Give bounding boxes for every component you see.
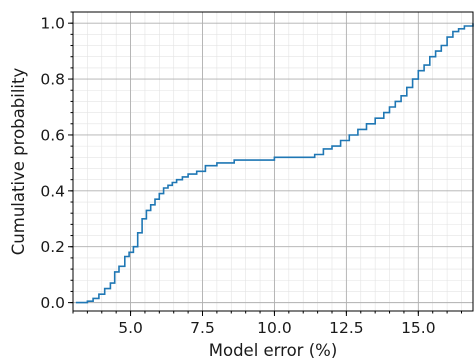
cdf-series-line: [75, 23, 474, 304]
y-tick-labels: 0.0 0.2 0.4 0.6 0.8 1.0: [40, 15, 65, 312]
major-grid: [73, 12, 473, 311]
y-tick-label: 0.0: [40, 294, 65, 312]
y-tick-label: 0.4: [40, 182, 65, 200]
x-tick-label: 5.0: [118, 319, 143, 337]
x-tick-label: 7.5: [190, 319, 215, 337]
x-tick-label: 12.5: [329, 319, 364, 337]
y-tick-label: 0.6: [40, 126, 65, 144]
axis-ticks: [68, 11, 462, 316]
x-tick-label: 10.0: [257, 319, 292, 337]
x-tick-label: 15.0: [401, 319, 436, 337]
plot-frame: [72, 11, 474, 312]
y-tick-label: 0.2: [40, 238, 65, 256]
y-tick-label: 1.0: [40, 15, 65, 33]
x-axis-label: Model error (%): [209, 341, 338, 358]
x-tick-labels: 5.0 7.5 10.0 12.5 15.0: [118, 319, 435, 337]
minor-grid: [72, 11, 473, 311]
y-tick-label: 0.8: [40, 71, 65, 89]
y-axis-label: Cumulative probability: [9, 68, 28, 256]
